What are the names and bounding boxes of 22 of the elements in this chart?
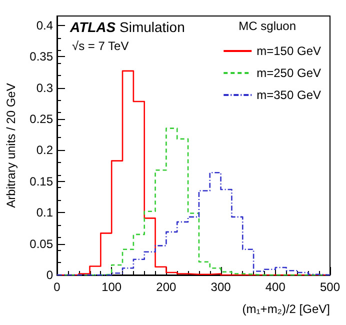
y-tick-label: 0.15 — [30, 174, 54, 188]
x-axis-title: (m₁+m₂)/2 [GeV] — [242, 302, 330, 316]
legend-label: m=250 GeV — [256, 66, 322, 80]
legend-label: m=350 GeV — [256, 88, 322, 102]
y-tick-label: 0.2 — [36, 143, 54, 158]
x-tick-label: 400 — [265, 280, 286, 294]
x-tick-label: 300 — [210, 280, 232, 294]
y-tick-label: 0.4 — [36, 18, 54, 32]
x-tick-label: 500 — [320, 280, 340, 294]
y-tick-label: 0.1 — [36, 206, 54, 220]
legend-title: MC sgluon — [238, 19, 296, 33]
y-axis-title: Arbitrary units / 20 GeV — [4, 83, 18, 208]
y-tick-label: 0.25 — [30, 112, 54, 126]
y-tick-label: 0 — [46, 268, 54, 282]
annotation: √s = 7 TeV — [72, 39, 129, 53]
y-tick-label: 0.35 — [30, 50, 54, 64]
y-tick-label: 0.3 — [36, 80, 54, 95]
x-tick-label: 200 — [156, 280, 177, 294]
x-tick-label: 100 — [102, 280, 122, 294]
legend-label: m=150 GeV — [256, 44, 322, 58]
y-tick-label: 0.05 — [30, 236, 54, 251]
annotation: ATLAS Simulation — [69, 19, 185, 35]
